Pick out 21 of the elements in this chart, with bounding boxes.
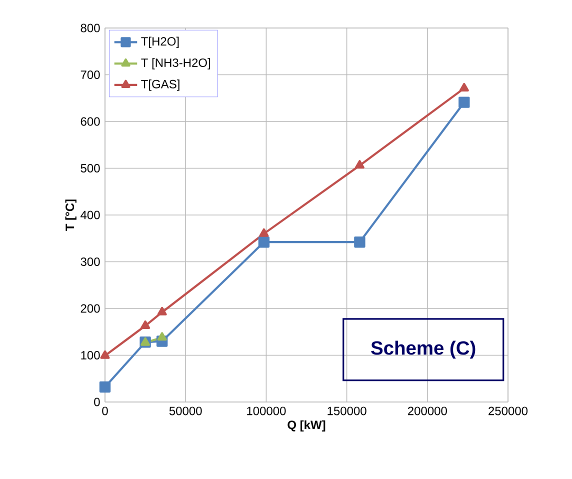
y-tick-label: 700 (80, 70, 100, 80)
x-tick-label: 250000 (488, 406, 528, 416)
x-tick-label: 100000 (247, 406, 286, 416)
y-tick-label: 500 (80, 164, 100, 173)
x-axis-title: Q [kW] (288, 420, 326, 432)
x-tick-label: 0 (102, 406, 108, 416)
y-tick-label: 100 (81, 350, 100, 360)
legend-label: T[H2O] (141, 36, 179, 48)
y-tick-label: 600 (80, 117, 100, 126)
y-tick-label: 300 (80, 257, 100, 266)
x-tick-label: 200000 (408, 406, 447, 416)
legend-label: T [NH3-H2O] (141, 58, 210, 70)
y-tick-label: 400 (80, 210, 100, 220)
legend-label: T[GAS] (141, 80, 180, 91)
x-tick-label: 50000 (169, 406, 202, 416)
y-tick-label: 0 (94, 398, 100, 406)
annotation: Scheme (C) (371, 340, 476, 359)
x-tick-label: 150000 (328, 406, 366, 416)
y-tick-label: 800 (80, 24, 100, 32)
y-axis-title: T [°C] (65, 200, 76, 231)
y-tick-label: 200 (80, 304, 100, 313)
